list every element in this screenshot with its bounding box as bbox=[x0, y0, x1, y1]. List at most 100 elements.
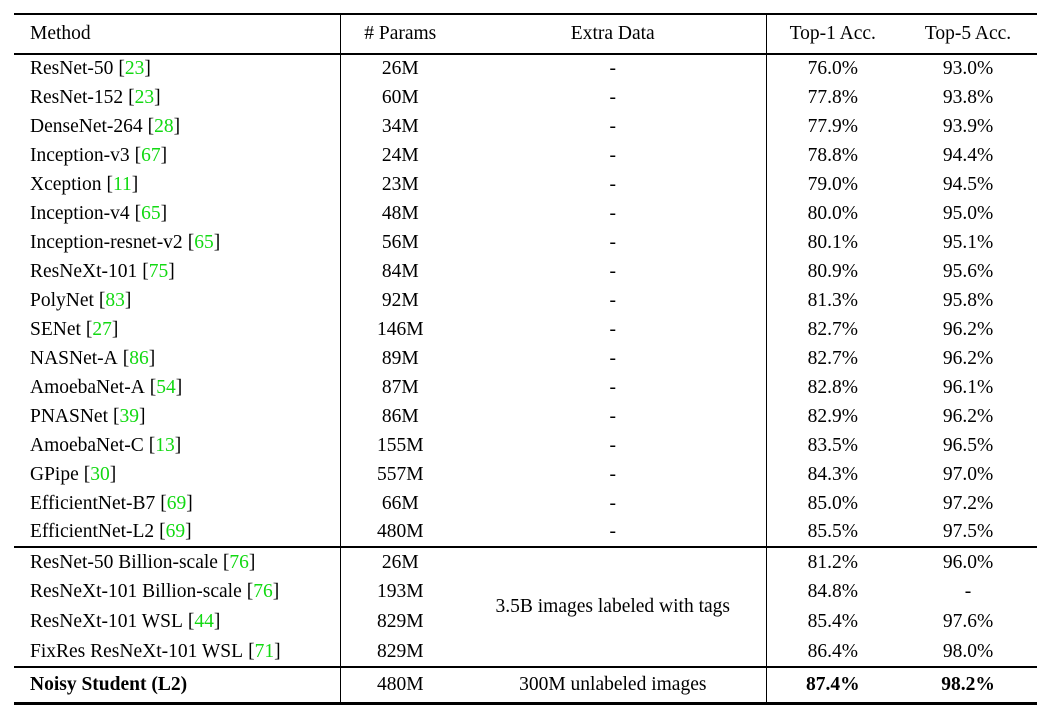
params-cell: 155M bbox=[339, 431, 460, 460]
top1-acc-cell: 85.4% bbox=[765, 607, 899, 637]
citation-number[interactable]: 13 bbox=[155, 434, 175, 456]
citation-number[interactable]: 69 bbox=[166, 492, 187, 514]
top5-acc-cell: 95.1% bbox=[942, 231, 994, 253]
method-name: Inception-v3 bbox=[30, 144, 130, 166]
top1-acc-cell: 84.8% bbox=[765, 577, 899, 607]
citation-ref[interactable]: [30] bbox=[84, 464, 117, 485]
citation-number[interactable]: 23 bbox=[134, 86, 155, 108]
top1-acc-cell: 82.7% bbox=[765, 344, 899, 373]
col-header-extra-data: Extra Data bbox=[460, 14, 766, 55]
citation-number[interactable]: 76 bbox=[253, 581, 273, 602]
extra-data-cell: - bbox=[609, 202, 617, 224]
citation-close-bracket: ] bbox=[274, 640, 281, 662]
citation-open-bracket: [ bbox=[128, 86, 135, 108]
citation-open-bracket: [ bbox=[159, 521, 166, 542]
citation-ref[interactable]: [69] bbox=[160, 493, 193, 514]
citation-close-bracket: ] bbox=[160, 202, 168, 224]
citation-number[interactable]: 76 bbox=[229, 551, 249, 573]
citation-open-bracket: [ bbox=[113, 405, 120, 427]
citation-number[interactable]: 27 bbox=[92, 318, 112, 340]
citation-close-bracket: ] bbox=[186, 492, 193, 514]
citation-number[interactable]: 75 bbox=[148, 260, 169, 282]
top5-acc-cell: 96.2% bbox=[942, 405, 994, 427]
citation-ref[interactable]: [39] bbox=[113, 406, 146, 427]
citation-number[interactable]: 28 bbox=[154, 115, 174, 137]
citation-ref[interactable]: [23] bbox=[118, 58, 151, 79]
params-cell: 92M bbox=[339, 286, 460, 315]
citation-ref[interactable]: [54] bbox=[150, 377, 183, 398]
citation-ref[interactable]: [65] bbox=[135, 203, 168, 224]
extra-data-cell: - bbox=[609, 492, 617, 514]
citation-open-bracket: [ bbox=[134, 144, 142, 166]
top1-acc-cell: 86.4% bbox=[765, 637, 899, 667]
method-name: FixRes ResNeXt-101 WSL bbox=[30, 640, 244, 662]
top5-acc-cell: 97.6% bbox=[942, 611, 994, 632]
method-name: Xception bbox=[30, 173, 102, 195]
citation-number[interactable]: 65 bbox=[194, 231, 214, 253]
params-cell: 86M bbox=[339, 402, 460, 431]
citation-ref[interactable]: [75] bbox=[142, 261, 175, 282]
params-cell: 480M bbox=[339, 518, 460, 547]
citation-number[interactable]: 39 bbox=[119, 405, 140, 427]
citation-ref[interactable]: [27] bbox=[86, 319, 119, 340]
table-row: Inception-v4 [65] 48M -80.0% 95.0% bbox=[14, 199, 1037, 228]
top1-acc-cell: 84.3% bbox=[765, 460, 899, 489]
citation-open-bracket: [ bbox=[160, 492, 167, 514]
citation-number[interactable]: 67 bbox=[141, 144, 161, 166]
citation-open-bracket: [ bbox=[248, 640, 255, 662]
method-name: Inception-resnet-v2 bbox=[30, 231, 183, 253]
citation-number[interactable]: 44 bbox=[194, 611, 214, 632]
citation-number[interactable]: 65 bbox=[141, 202, 161, 224]
extra-data-cell: - bbox=[609, 376, 617, 398]
citation-open-bracket: [ bbox=[222, 551, 230, 573]
top5-acc-cell: 94.5% bbox=[942, 173, 994, 195]
citation-number[interactable]: 69 bbox=[165, 521, 186, 542]
citation-number[interactable]: 11 bbox=[112, 173, 132, 195]
citation-ref[interactable]: [11] bbox=[106, 174, 138, 195]
params-cell: 557M bbox=[339, 460, 460, 489]
method-cell: DenseNet-264 [28] bbox=[14, 112, 340, 141]
citation-ref[interactable]: [65] bbox=[188, 232, 221, 253]
table-row: ResNet-50 [23] 26M -76.0% 93.0% bbox=[14, 54, 1037, 83]
citation-ref[interactable]: [76] bbox=[223, 552, 256, 573]
top5-acc-cell: 96.2% bbox=[942, 347, 994, 369]
method-name: ResNeXt-101 Billion-scale bbox=[30, 581, 242, 602]
citation-ref[interactable]: [86] bbox=[123, 348, 156, 369]
citation-ref[interactable]: [67] bbox=[135, 145, 168, 166]
extra-data-cell: - bbox=[609, 521, 617, 542]
citation-ref[interactable]: [83] bbox=[99, 290, 132, 311]
citation-number[interactable]: 86 bbox=[129, 347, 149, 369]
citation-ref[interactable]: [23] bbox=[128, 87, 161, 108]
col-header-params: # Params bbox=[339, 14, 460, 55]
citation-ref[interactable]: [71] bbox=[248, 641, 281, 662]
citation-ref[interactable]: [44] bbox=[188, 611, 221, 632]
citation-close-bracket: ] bbox=[109, 463, 117, 485]
citation-ref[interactable]: [76] bbox=[247, 581, 280, 602]
citation-number[interactable]: 30 bbox=[90, 463, 110, 485]
top1-acc-cell: 82.8% bbox=[765, 373, 899, 402]
citation-ref[interactable]: [28] bbox=[148, 116, 181, 137]
params-cell: 87M bbox=[339, 373, 460, 402]
citation-close-bracket: ] bbox=[160, 144, 168, 166]
citation-close-bracket: ] bbox=[168, 260, 175, 282]
header-row: Method # Params Extra Data Top-1 Acc. To… bbox=[14, 14, 1037, 55]
top5-acc-cell: 97.2% bbox=[942, 492, 994, 514]
col-header-top1-acc: Top-1 Acc. bbox=[765, 14, 899, 55]
citation-ref[interactable]: [13] bbox=[149, 435, 182, 456]
extra-data-cell: - bbox=[609, 289, 617, 311]
citation-number[interactable]: 83 bbox=[105, 289, 125, 311]
params-cell: 84M bbox=[339, 257, 460, 286]
citation-close-bracket: ] bbox=[272, 581, 280, 602]
method-cell: Inception-v3 [67] bbox=[14, 141, 340, 170]
citation-open-bracket: [ bbox=[187, 231, 195, 253]
citation-number[interactable]: 54 bbox=[156, 376, 176, 398]
top1-acc-cell: 85.5% bbox=[765, 518, 899, 547]
citation-ref[interactable]: [69] bbox=[159, 521, 192, 542]
method-cell: GPipe [30] bbox=[14, 460, 340, 489]
method-name: EfficientNet-B7 bbox=[30, 492, 156, 514]
table-row: NASNet-A [86] 89M -82.7% 96.2% bbox=[14, 344, 1037, 373]
params-cell: 24M bbox=[339, 141, 460, 170]
top1-acc-cell: 81.3% bbox=[765, 286, 899, 315]
citation-number[interactable]: 71 bbox=[254, 640, 275, 662]
citation-number[interactable]: 23 bbox=[124, 58, 145, 79]
